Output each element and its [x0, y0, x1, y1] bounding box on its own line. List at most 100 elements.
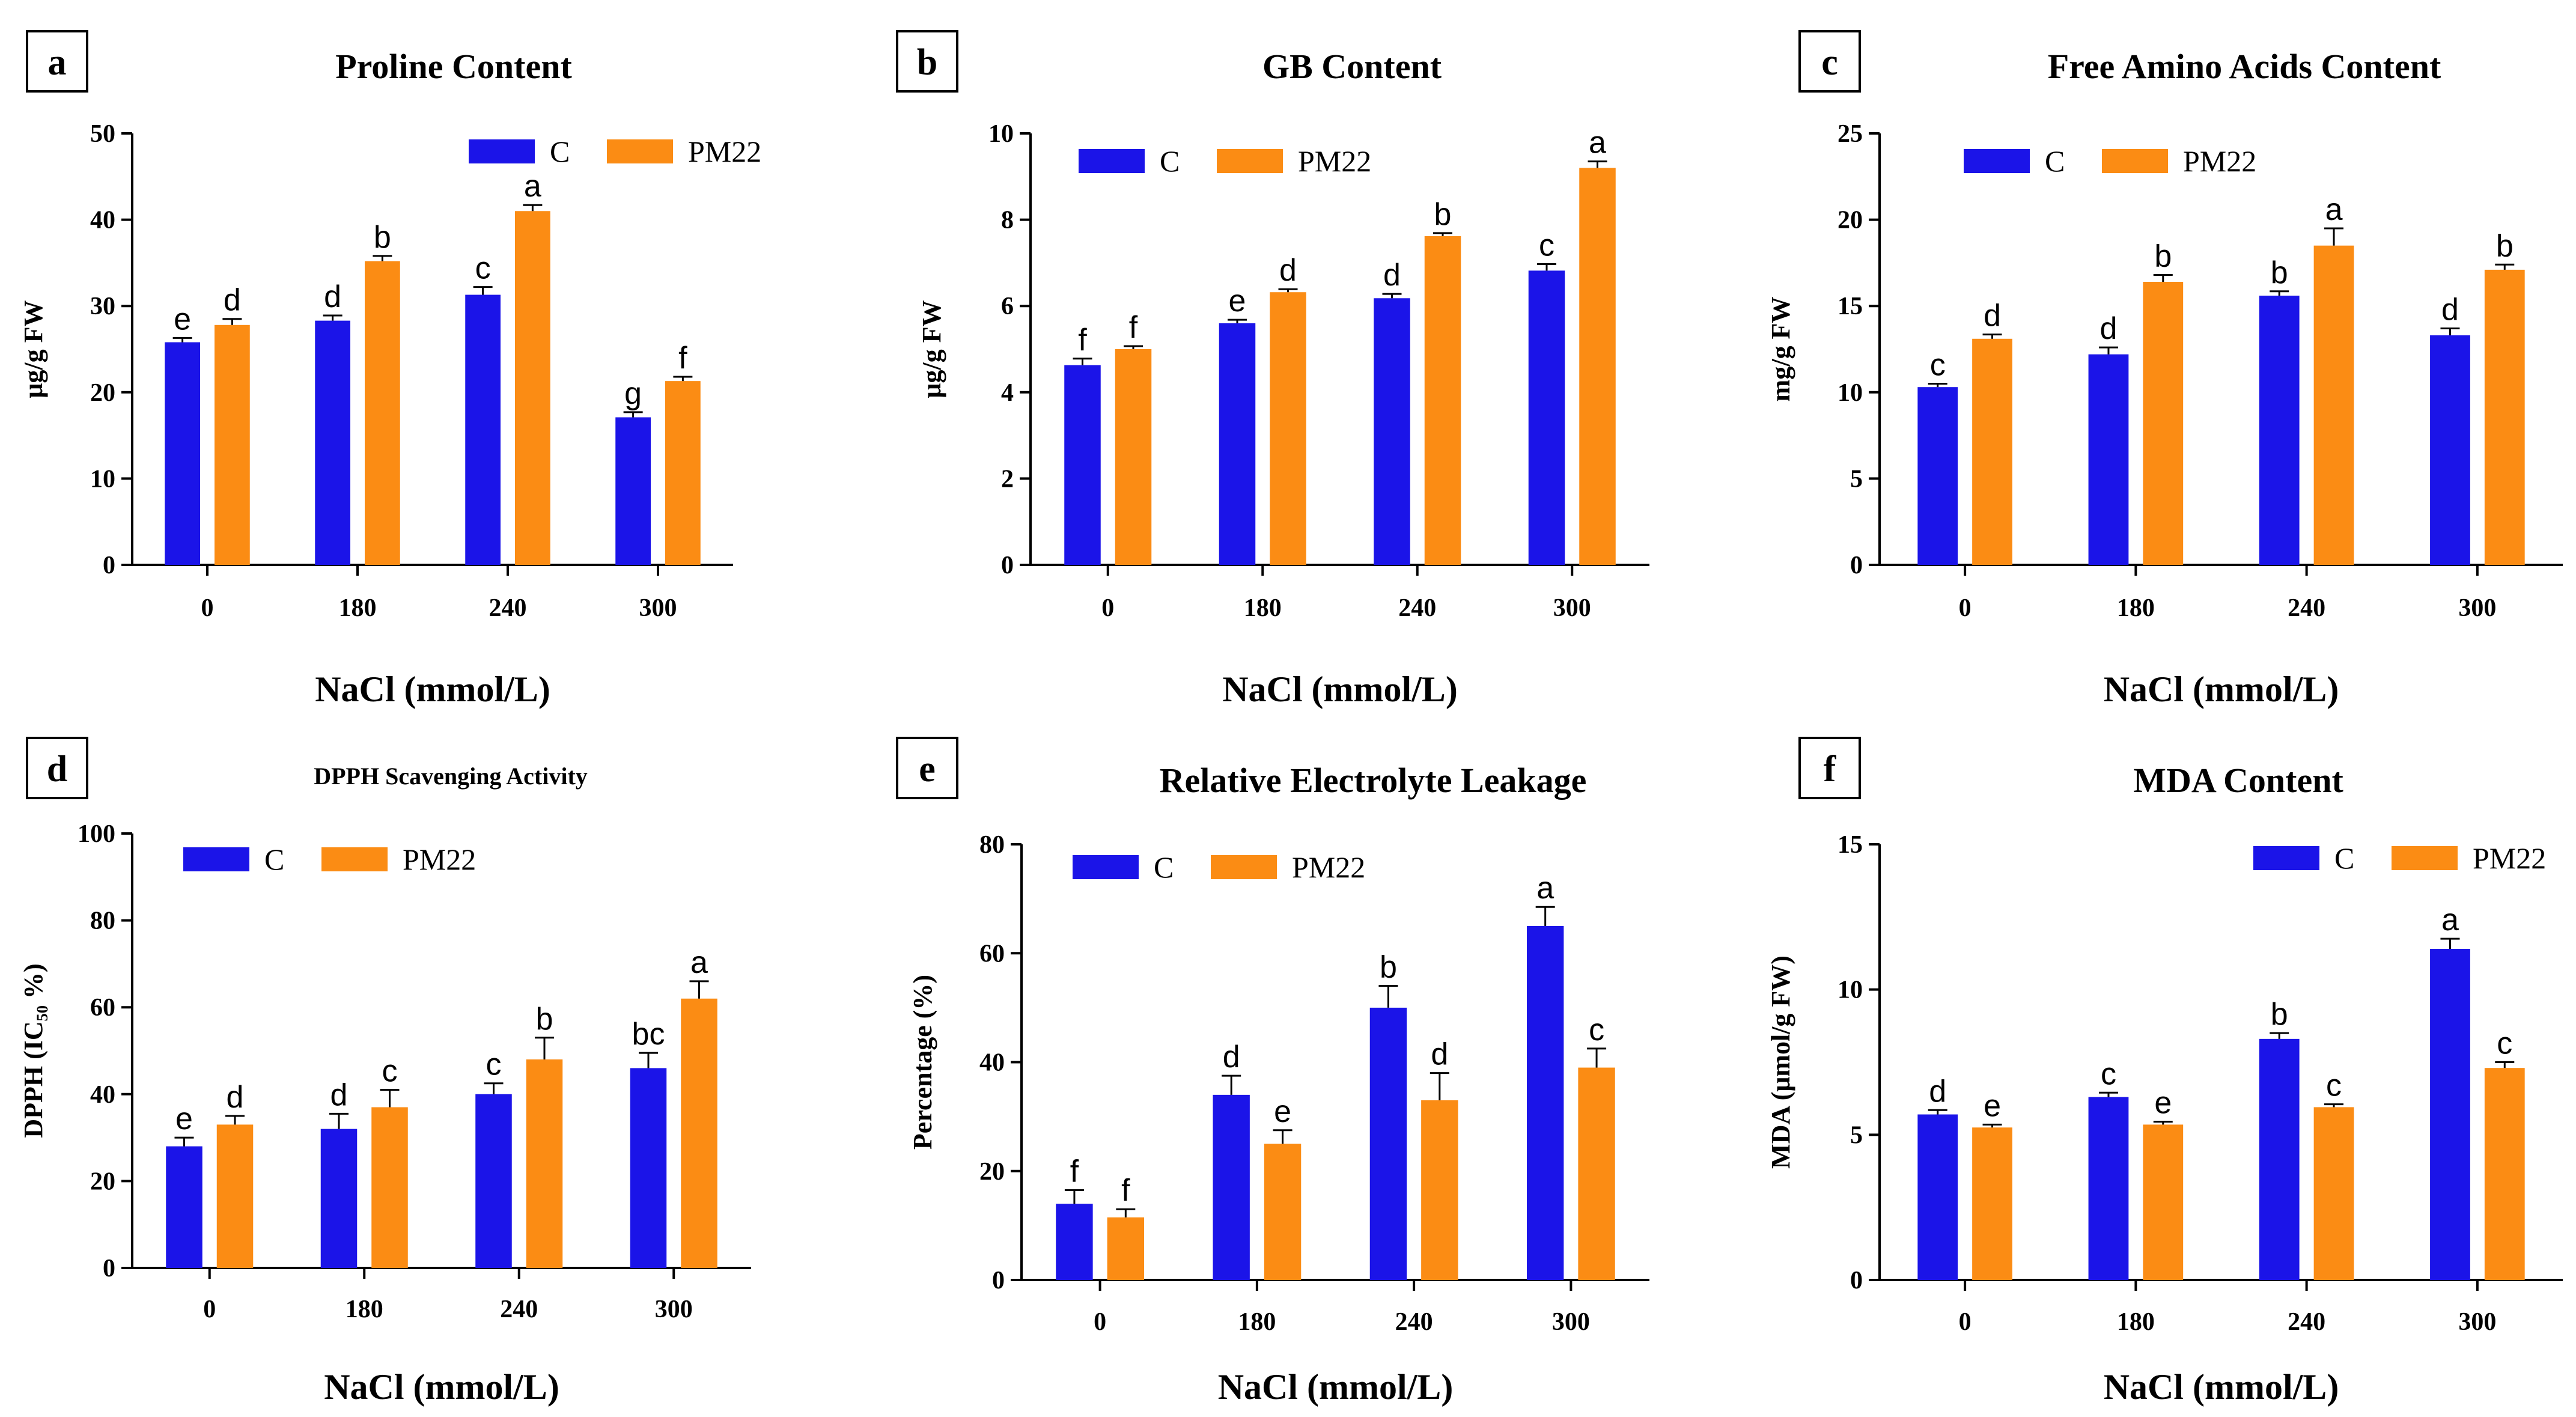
significance-letter: a	[1536, 871, 1554, 906]
legend-swatch-PM22	[1211, 855, 1277, 879]
bar-PM22-180	[2143, 281, 2184, 565]
y-tick-label: 0	[1850, 552, 1863, 579]
panel-letter: b	[917, 42, 937, 83]
y-tick-label: 0	[1850, 1267, 1863, 1294]
panel-badge-box	[1798, 30, 1861, 93]
x-axis-label: NaCl (mmol/L)	[2104, 669, 2339, 709]
significance-letter: a	[2325, 192, 2343, 227]
x-tick-label: 300	[1552, 1308, 1590, 1336]
y-axis-label: μg/g FW	[19, 300, 48, 398]
significance-letter: e	[174, 302, 191, 337]
significance-letter: a	[2441, 903, 2459, 937]
bar-PM22-240	[1424, 236, 1461, 565]
significance-letter: a	[1589, 126, 1606, 160]
y-tick-label: 80	[90, 907, 115, 935]
significance-letter: c	[486, 1047, 501, 1082]
significance-letter: f	[1121, 1173, 1130, 1208]
significance-letter: b	[2271, 997, 2288, 1032]
y-tick-label: 60	[90, 994, 115, 1022]
x-tick-label: 180	[2117, 1308, 2155, 1336]
bar-PM22-240	[526, 1059, 563, 1268]
y-tick-label: 10	[90, 465, 115, 493]
legend-label-C: C	[2045, 144, 2065, 178]
significance-letter: c	[1539, 228, 1554, 263]
bar-PM22-240	[2313, 1107, 2354, 1280]
bar-PM22-0	[1107, 1217, 1145, 1280]
significance-letter: f	[678, 341, 687, 376]
panel-letter: f	[1824, 749, 1837, 790]
x-tick-label: 300	[2458, 594, 2496, 622]
y-tick-label: 50	[90, 120, 115, 148]
y-axis-label: mg/g FW	[1766, 297, 1795, 402]
x-tick-label: 0	[203, 1296, 216, 1323]
bar-C-300	[1526, 925, 1564, 1280]
significance-letter: d	[1929, 1074, 1946, 1109]
panel-letter: e	[919, 749, 936, 790]
y-tick-label: 5	[1850, 1121, 1863, 1149]
x-tick-label: 0	[1959, 1308, 1972, 1336]
y-tick-label: 20	[979, 1158, 1005, 1186]
legend-label-C: C	[1154, 850, 1174, 884]
significance-letter: e	[1229, 284, 1246, 318]
x-tick-label: 300	[1553, 594, 1591, 622]
significance-letter: d	[1279, 253, 1297, 288]
y-tick-label: 40	[979, 1049, 1005, 1077]
bar-C-0	[1056, 1204, 1093, 1280]
significance-letter: d	[1984, 299, 2001, 334]
panel-letter: d	[47, 749, 67, 790]
chart-title: Relative Electrolyte Leakage	[1160, 761, 1587, 800]
x-tick-label: 180	[346, 1296, 383, 1323]
bar-PM22-0	[216, 1124, 254, 1268]
bar-C-0	[165, 342, 200, 565]
y-tick-label: 30	[90, 293, 115, 320]
panel-badge-box	[26, 737, 88, 799]
bar-PM22-0	[1972, 1127, 2012, 1280]
significance-letter: a	[524, 169, 541, 204]
y-tick-label: 6	[1001, 293, 1014, 320]
bar-C-180	[315, 320, 350, 565]
bar-C-240	[465, 294, 501, 565]
significance-letter: c	[475, 251, 491, 286]
x-tick-label: 0	[1094, 1308, 1106, 1336]
legend-label-PM22: PM22	[1298, 144, 1371, 178]
y-tick-label: 60	[979, 940, 1005, 968]
x-tick-label: 240	[2288, 1308, 2325, 1336]
bar-C-180	[2088, 1097, 2129, 1280]
bar-PM22-300	[665, 381, 701, 565]
chart-panel-e: e Relative Electrolyte Leakage 0 20 40 60 80 Pe…	[896, 737, 1649, 1407]
y-tick-label: 40	[90, 207, 115, 234]
bar-PM22-180	[2143, 1124, 2184, 1280]
significance-letter: a	[690, 945, 708, 980]
significance-letter: b	[374, 220, 391, 255]
x-tick-label: 180	[339, 594, 377, 622]
bar-PM22-0	[215, 325, 250, 565]
significance-letter: d	[324, 279, 341, 314]
bar-C-180	[320, 1129, 358, 1268]
panel-badge-box	[26, 30, 88, 93]
x-tick-label: 300	[2458, 1308, 2496, 1336]
bar-C-240	[1374, 298, 1410, 565]
y-tick-label: 8	[1001, 207, 1014, 234]
bar-C-240	[2259, 295, 2300, 565]
y-axis-label: Percentage (%)	[908, 975, 937, 1150]
legend-label-PM22: PM22	[688, 135, 761, 168]
significance-letter: e	[2154, 1086, 2172, 1121]
bar-C-180	[1219, 323, 1256, 565]
bar-PM22-300	[681, 998, 717, 1268]
y-tick-label: 80	[979, 831, 1005, 859]
chart-title: Free Amino Acids Content	[2048, 47, 2441, 86]
legend-label-PM22: PM22	[1292, 850, 1365, 884]
legend-swatch-C	[469, 139, 535, 163]
x-tick-label: 240	[500, 1296, 538, 1323]
legend-label-C: C	[2334, 841, 2354, 875]
significance-letter: e	[175, 1102, 193, 1136]
y-axis-label: MDA (μmol/g FW)	[1766, 955, 1795, 1169]
chart-title: DPPH Scavenging Activity	[314, 763, 588, 790]
chart-panel-c: c Free Amino Acids Content 0 5 10 15 20 25 mg/g …	[1766, 30, 2563, 709]
x-tick-label: 180	[1238, 1308, 1276, 1336]
significance-letter: d	[2441, 293, 2459, 328]
y-tick-label: 15	[1838, 293, 1863, 320]
bar-PM22-0	[1972, 338, 2012, 565]
y-tick-label: 10	[988, 120, 1014, 148]
